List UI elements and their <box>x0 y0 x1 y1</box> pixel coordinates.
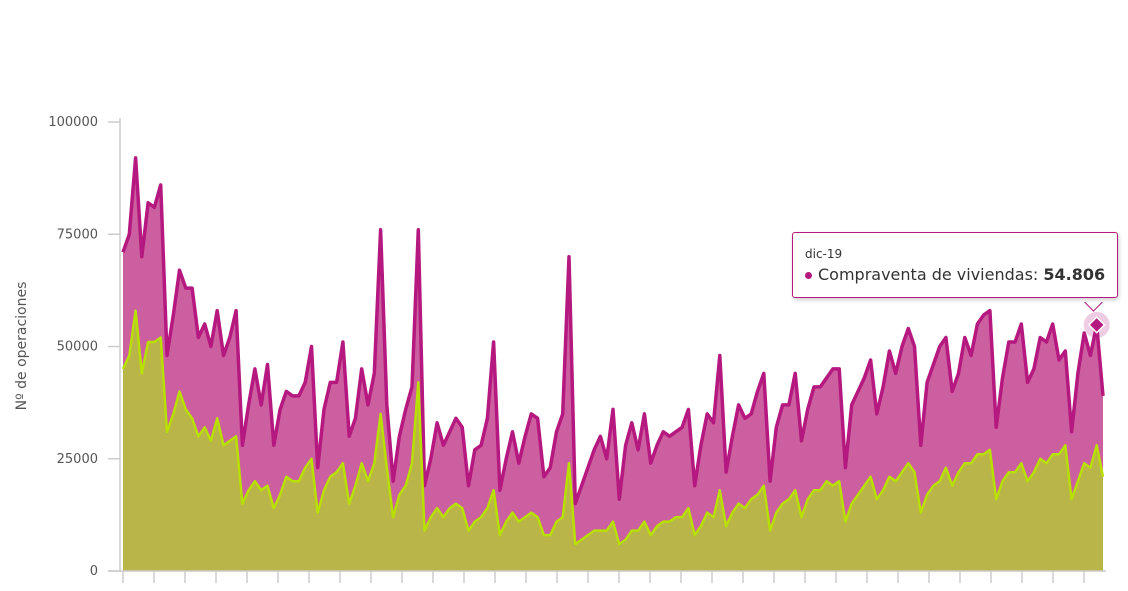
series-area-1 <box>123 310 1103 571</box>
y-tick-label: 100000 <box>48 115 98 130</box>
y-tick-label: 50000 <box>57 340 98 355</box>
tooltip-series-name: Compraventa de viviendas: <box>818 265 1039 284</box>
series-area-0 <box>123 157 1103 571</box>
y-axis-label: Nº de operaciones <box>14 282 30 411</box>
series-line-1[interactable] <box>121 309 1105 546</box>
y-tick-label: 0 <box>90 564 98 579</box>
series-dot-icon <box>805 272 812 279</box>
tooltip-date: dic-19 <box>805 247 843 261</box>
tooltip: dic-19 Compraventa de viviendas: 54.806 <box>792 232 1118 298</box>
tooltip-row: Compraventa de viviendas: 54.806 <box>805 265 1117 284</box>
diamond-marker-icon[interactable] <box>1087 316 1106 334</box>
series-line-0[interactable] <box>121 156 1105 506</box>
x-axis-ticks <box>122 571 1085 583</box>
y-axis-ticks: 0 25000 50000 75000 100000 <box>48 115 120 579</box>
y-tick-label: 75000 <box>57 227 98 242</box>
tooltip-value: 54.806 <box>1043 265 1106 284</box>
y-tick-label: 25000 <box>57 452 98 467</box>
hover-marker <box>1083 311 1110 338</box>
series-areas <box>121 156 1105 571</box>
